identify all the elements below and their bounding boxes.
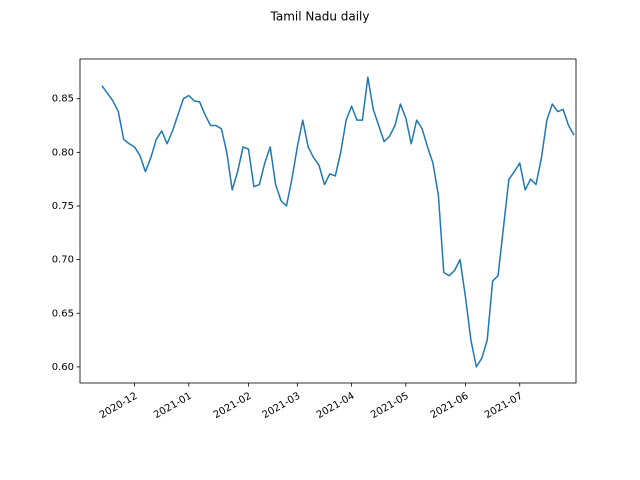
plot-frame <box>79 58 577 384</box>
y-tick-label: 0.65 <box>52 308 74 319</box>
y-tick-label: 0.70 <box>52 255 74 266</box>
data-line <box>101 76 575 368</box>
y-tick-label: 0.85 <box>52 94 74 105</box>
y-tick-label: 0.75 <box>52 201 74 212</box>
y-tick-label: 0.80 <box>52 147 74 158</box>
y-tick-label: 0.60 <box>52 362 74 373</box>
chart-title: Tamil Nadu daily <box>270 10 370 24</box>
